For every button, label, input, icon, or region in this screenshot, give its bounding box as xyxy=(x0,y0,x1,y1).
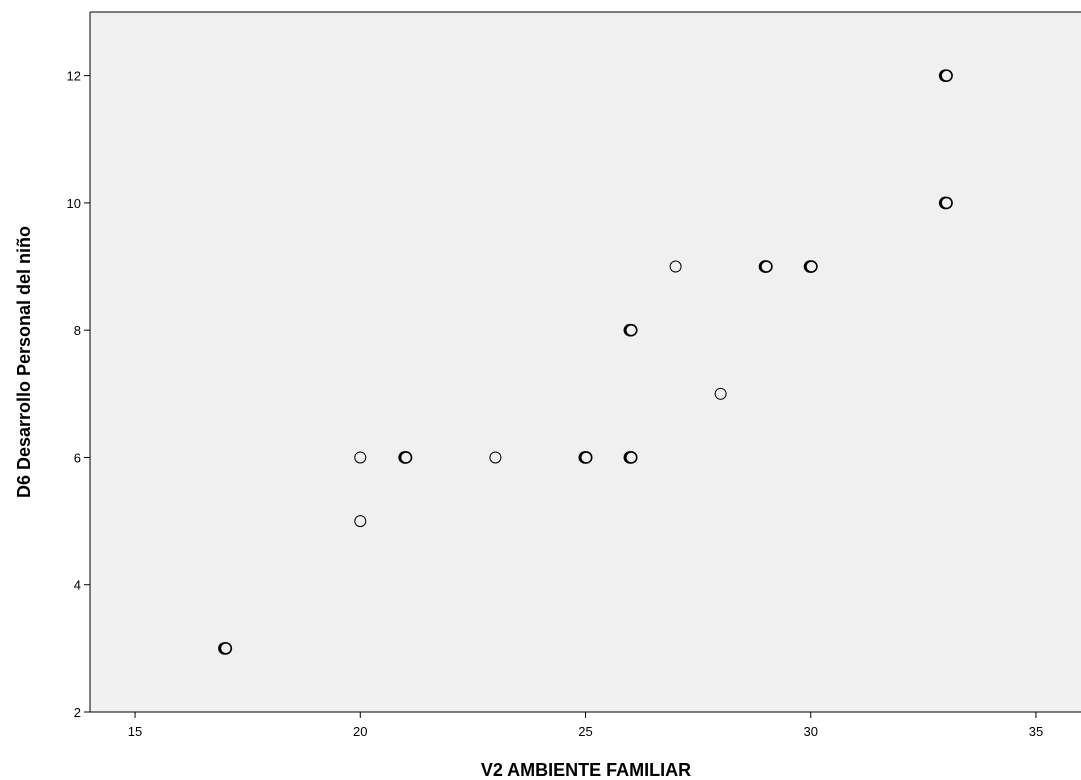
y-tick-label: 4 xyxy=(74,578,81,593)
data-point xyxy=(760,260,773,273)
y-tick-label: 12 xyxy=(67,69,81,84)
data-point xyxy=(624,451,638,464)
x-tick-label: 15 xyxy=(128,724,142,739)
plot-area xyxy=(90,12,1081,712)
data-point xyxy=(489,451,502,464)
data-point xyxy=(399,451,413,464)
y-axis-ticks: 2 4 6 8 10 12 xyxy=(67,69,90,720)
x-tick-label: 30 xyxy=(803,724,817,739)
data-point xyxy=(354,451,367,464)
data-point xyxy=(354,515,367,528)
data-point xyxy=(219,642,233,655)
data-point xyxy=(940,196,953,210)
x-axis-title: V2 AMBIENTE FAMILIAR xyxy=(481,760,691,780)
data-point xyxy=(579,451,593,464)
data-point xyxy=(805,260,818,273)
data-point xyxy=(624,323,638,337)
y-tick-label: 6 xyxy=(74,450,81,465)
x-tick-label: 35 xyxy=(1029,724,1043,739)
x-axis-ticks: 15 20 25 30 35 xyxy=(128,712,1043,739)
y-axis-title: D6 Desarrollo Personal del niño xyxy=(14,226,34,498)
x-tick-label: 20 xyxy=(353,724,367,739)
y-tick-label: 2 xyxy=(74,705,81,720)
data-point xyxy=(714,387,727,400)
y-tick-label: 10 xyxy=(67,196,81,211)
y-tick-label: 8 xyxy=(74,323,81,338)
x-tick-label: 25 xyxy=(578,724,592,739)
data-point xyxy=(669,260,682,273)
data-point xyxy=(940,69,953,82)
data-points xyxy=(218,69,953,655)
